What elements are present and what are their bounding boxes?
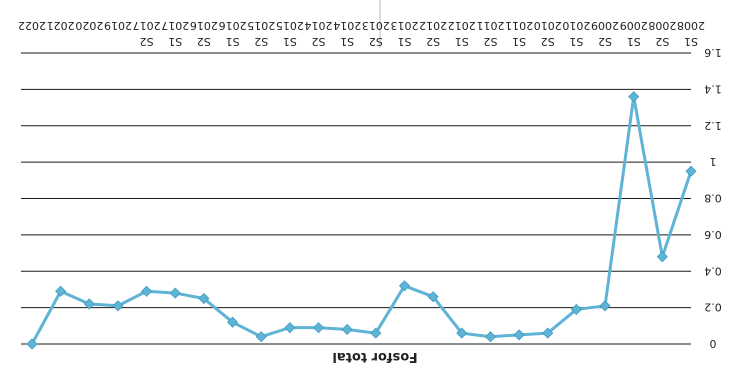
data-point	[370, 327, 382, 339]
y-axis-ticks: 0 0.2 0.4 0.6 0.8 1 1.2 1.4 1.6	[704, 46, 722, 350]
data-point	[599, 300, 611, 312]
y-tick-label: 1	[710, 155, 717, 168]
x-tick-semester: S1	[397, 35, 411, 48]
data-point	[427, 291, 439, 303]
x-tick-semester: S2	[254, 35, 268, 48]
series-line	[30, 95, 693, 345]
x-tick-year: 2020	[75, 19, 103, 32]
x-tick-year: 2012	[419, 19, 447, 32]
data-point	[398, 280, 411, 292]
data-point	[513, 329, 525, 341]
x-tick-year: 2015	[247, 19, 275, 32]
x-tick-year: 2013	[390, 19, 418, 32]
x-tick-semester: S2	[312, 35, 326, 48]
x-tick-semester: S2	[369, 35, 383, 48]
x-tick-year: 2010	[562, 19, 590, 32]
gridlines	[21, 0, 691, 345]
y-tick-label: 1.4	[704, 82, 722, 95]
x-tick-semester: S1	[512, 35, 526, 48]
x-tick-semester: S1	[283, 35, 297, 48]
data-point	[226, 316, 239, 328]
x-tick-semester: S2	[655, 35, 669, 48]
data-point	[169, 287, 181, 299]
y-tick-label: 0.4	[704, 264, 722, 277]
data-point	[570, 303, 582, 316]
x-tick-year: 2011	[476, 19, 504, 32]
y-tick-label: 1.2	[704, 119, 722, 132]
y-tick-label: 0.8	[704, 192, 722, 205]
x-tick-year: 2015	[276, 19, 304, 32]
x-tick-year: 2017	[133, 19, 161, 32]
y-tick-label: 0	[710, 337, 717, 350]
data-point	[628, 91, 640, 103]
x-tick-semester: S1	[226, 35, 240, 48]
x-tick-year: 2009	[591, 19, 619, 32]
y-tick-label: 1.6	[704, 46, 722, 59]
data-point	[198, 292, 210, 305]
x-tick-year: 2016	[190, 19, 218, 32]
data-point	[685, 165, 697, 177]
data-point	[456, 327, 468, 339]
x-tick-semester: S1	[569, 35, 583, 48]
x-tick-semester: S2	[483, 35, 497, 48]
x-axis-ticks: S1 2008 S2 2008 S1 2009 S2 2009 S1 2010 S2 2010 S1 20…	[18, 19, 705, 48]
x-tick-year: 2009	[620, 19, 648, 32]
x-tick-semester: S1	[168, 35, 182, 48]
data-point	[255, 331, 267, 343]
data-point	[341, 323, 353, 336]
series-total-phosphorus	[26, 91, 697, 350]
chart-title: Fosfor total	[332, 349, 417, 364]
x-tick-year: 2017	[161, 19, 189, 32]
data-point	[55, 285, 67, 297]
x-tick-year: 2014	[333, 19, 361, 32]
x-tick-year: 2022	[18, 19, 46, 32]
x-tick-year: 2019	[104, 19, 132, 32]
x-tick-semester: S1	[340, 35, 354, 48]
x-tick-semester: S1	[627, 35, 641, 48]
x-tick-semester: S1	[684, 35, 698, 48]
data-point	[141, 285, 153, 297]
x-tick-year: 2008	[648, 19, 676, 32]
data-point	[484, 331, 497, 343]
data-point	[112, 300, 124, 312]
x-tick-semester: S2	[140, 35, 154, 48]
x-tick-year: 2010	[534, 19, 562, 32]
x-tick-year: 2016	[219, 19, 247, 32]
data-point	[26, 338, 38, 350]
y-tick-label: 0.6	[704, 228, 722, 241]
data-point	[542, 327, 554, 339]
x-tick-semester: S2	[197, 35, 211, 48]
data-point	[83, 298, 95, 310]
data-point	[312, 322, 325, 334]
x-tick-semester: S2	[541, 35, 555, 48]
x-tick-year: 2014	[305, 19, 333, 32]
x-tick-semester: S2	[426, 35, 440, 48]
y-tick-label: 0.2	[704, 301, 722, 314]
x-tick-semester: S1	[455, 35, 469, 48]
x-tick-semester: S2	[598, 35, 612, 48]
x-tick-year: 2008	[677, 19, 705, 32]
x-tick-year: 2013	[362, 19, 390, 32]
x-tick-year: 2012	[448, 19, 476, 32]
data-point	[284, 322, 296, 334]
data-point	[656, 251, 668, 263]
x-tick-year: 2021	[47, 19, 75, 32]
x-tick-year: 2011	[505, 19, 533, 32]
